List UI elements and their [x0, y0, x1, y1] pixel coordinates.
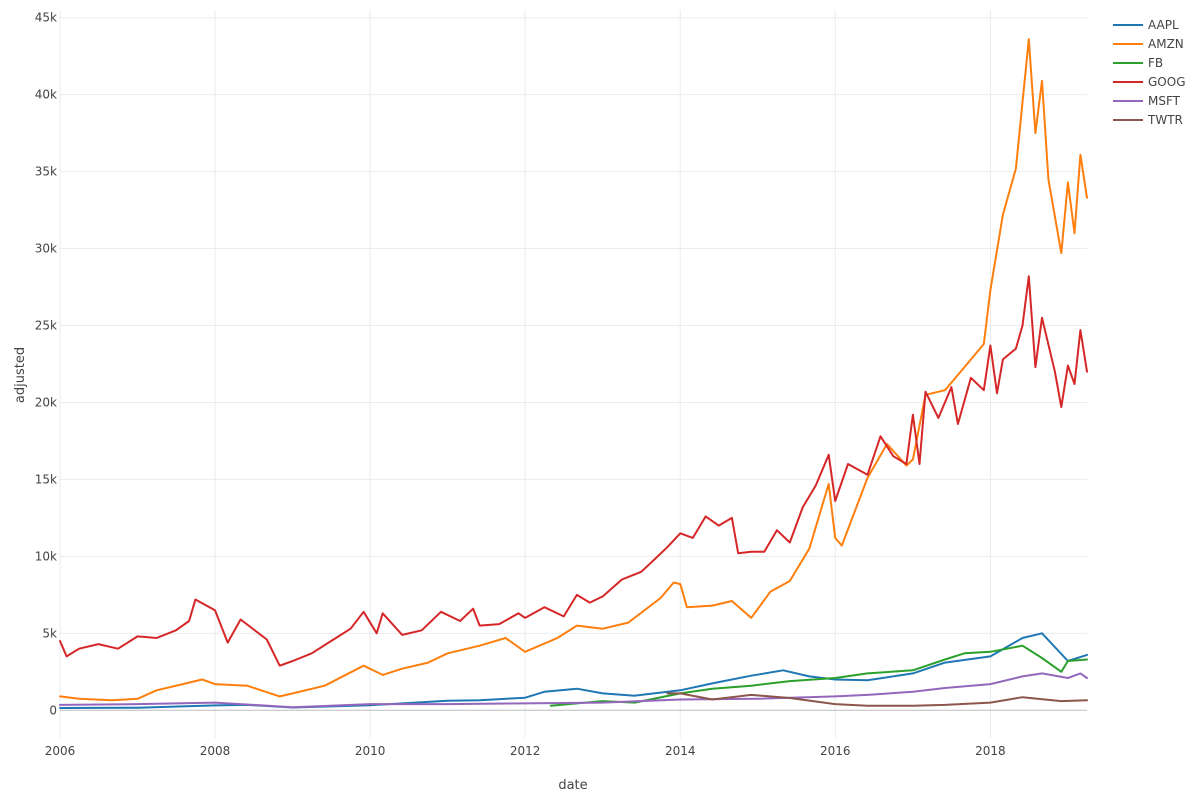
y-tick-label: 30k: [35, 242, 57, 256]
x-tick-label: 2014: [665, 744, 696, 758]
series-line-goog: [59, 275, 1088, 667]
y-tick-label: 40k: [35, 88, 57, 102]
y-tick-label: 15k: [35, 472, 57, 486]
y-tick-label: 35k: [35, 165, 57, 179]
x-axis-title: date: [558, 778, 587, 793]
legend-item-goog[interactable]: GOOG: [1113, 75, 1186, 89]
y-axis-title: adjusted: [13, 347, 28, 403]
y-tick-label: 0: [49, 703, 57, 717]
legend-item-fb[interactable]: FB: [1113, 56, 1163, 70]
series-line-fb: [549, 644, 1088, 707]
y-axis-ticks: 0 5k 10k 15k 20k 25k 30k 35k 40k 45k: [35, 11, 57, 718]
x-tick-label: 2012: [510, 744, 541, 758]
series-line-amzn: [59, 38, 1088, 702]
y-tick-label: 5k: [42, 626, 57, 640]
gridlines: [59, 10, 1087, 738]
legend-item-aapl[interactable]: AAPL: [1113, 18, 1179, 32]
legend-label: MSFT: [1148, 94, 1181, 108]
legend-item-msft[interactable]: MSFT: [1113, 94, 1181, 108]
x-axis-ticks: 2006 2008 2010 2012 2014 2016 2018: [45, 744, 1006, 758]
series-line-twtr: [666, 692, 1088, 707]
x-tick-label: 2010: [355, 744, 386, 758]
y-tick-label: 10k: [35, 549, 57, 563]
x-tick-label: 2008: [200, 744, 231, 758]
legend-label: AMZN: [1148, 37, 1184, 51]
y-tick-label: 45k: [35, 11, 57, 25]
x-tick-label: 2016: [820, 744, 851, 758]
legend-item-amzn[interactable]: AMZN: [1113, 37, 1184, 51]
legend-label: AAPL: [1148, 18, 1179, 32]
x-tick-label: 2018: [975, 744, 1006, 758]
legend-item-twtr[interactable]: TWTR: [1113, 113, 1183, 127]
series-lines: [59, 38, 1088, 709]
series-line-aapl: [59, 632, 1088, 709]
y-tick-label: 20k: [35, 395, 57, 409]
legend-label: FB: [1148, 56, 1163, 70]
x-tick-label: 2006: [45, 744, 76, 758]
y-tick-label: 25k: [35, 319, 57, 333]
legend-label: TWTR: [1147, 113, 1183, 127]
legend-label: GOOG: [1148, 75, 1186, 89]
legend[interactable]: AAPL AMZN FB GOOG MSFT TWTR: [1113, 18, 1186, 127]
series-line-msft: [59, 672, 1088, 709]
